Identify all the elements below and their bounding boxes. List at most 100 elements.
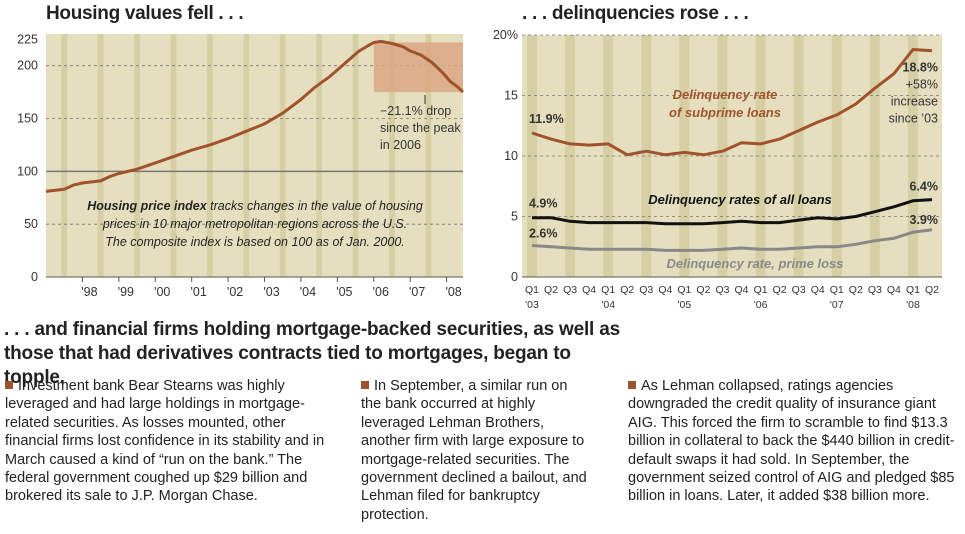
x-tick-label: '02 <box>227 285 243 299</box>
bullet-marker <box>628 381 636 389</box>
year-stripe <box>61 34 68 277</box>
x-tick-label: Q2 <box>925 284 939 296</box>
quarter-stripe <box>641 35 652 277</box>
x-tick-label: Q2 <box>696 284 710 296</box>
annotation-line: since the peak <box>380 121 461 135</box>
column-text: Investment bank Bear Stearns was highly … <box>5 378 325 505</box>
year-tick-label: '05 <box>678 299 692 311</box>
year-stripe <box>206 34 213 277</box>
year-stripe <box>389 34 395 277</box>
all-end-value: 6.4% <box>910 180 939 194</box>
headline: . . . and financial firms holding mortga… <box>4 319 620 388</box>
x-tick-label: Q2 <box>849 284 863 296</box>
y-tick-label: 0 <box>31 270 38 284</box>
x-tick-label: '05 <box>336 285 352 299</box>
prime-line <box>531 228 933 252</box>
x-tick-label: Q1 <box>525 284 539 296</box>
year-stripe <box>243 34 250 277</box>
year-tick-label: '06 <box>754 299 768 311</box>
subprime-label-line2: of subprime loans <box>669 105 781 120</box>
year-stripe <box>425 34 432 277</box>
x-tick-label: Q3 <box>563 284 577 296</box>
housing-chart-title: Housing values fell . . . <box>46 3 244 24</box>
x-tick-label: '06 <box>373 285 389 299</box>
prime-end-value: 3.9% <box>910 213 939 227</box>
peak-drop-annotation: −21.1% drop since the peak in 2006 <box>380 95 461 152</box>
year-stripe <box>316 34 323 277</box>
y-tick-label: 150 <box>17 112 38 126</box>
x-tick-label: Q2 <box>544 284 558 296</box>
column-bear-stearns: Investment bank Bear Stearns was highly … <box>5 377 330 506</box>
column-aig: As Lehman collapsed, ratings agencies do… <box>628 377 963 506</box>
delinquency-chart-title: . . . delinquencies rose . . . <box>522 3 749 24</box>
subprime-start-value: 11.9% <box>529 112 564 126</box>
y-tick-label: 200 <box>17 59 38 73</box>
x-tick-label: Q1 <box>906 284 920 296</box>
quarter-stripe <box>755 35 766 277</box>
x-tick-label: '99 <box>118 285 134 299</box>
x-tick-label: Q4 <box>582 284 596 296</box>
subprime-increase-note: +58% <box>906 78 938 92</box>
x-tick-label: Q1 <box>830 284 844 296</box>
all-loans-label: Delinquency rates of all loans <box>648 192 832 207</box>
year-tick-label: '07 <box>830 299 844 311</box>
column-text: In September, a similar run on the bank … <box>361 378 587 523</box>
year-tick-label: '08 <box>906 299 920 311</box>
prime-label: Delinquency rate, prime loss <box>666 256 843 271</box>
bullet-marker <box>5 381 13 389</box>
index-description-bold: Housing price index <box>87 199 208 213</box>
x-tick-label: Q2 <box>773 284 787 296</box>
x-tick-label: Q1 <box>677 284 691 296</box>
annotation-line: in 2006 <box>380 138 421 152</box>
x-tick-label: '08 <box>445 285 461 299</box>
y-tick-label: 0 <box>511 270 518 284</box>
peak-drop-shade <box>373 42 463 93</box>
x-tick-label: '00 <box>154 285 170 299</box>
annotation-line: −21.1% drop <box>380 104 451 118</box>
x-tick-label: '98 <box>81 285 97 299</box>
y-tick-label: 5 <box>511 210 518 224</box>
y-tick-label: 20% <box>493 28 518 42</box>
index-description: Housing price index tracks changes in th… <box>87 199 423 249</box>
x-tick-label: Q3 <box>639 284 653 296</box>
index-description-text: tracks changes in the value of housing <box>207 199 423 213</box>
all-start-value: 4.9% <box>529 197 558 211</box>
y-tick-label: 15 <box>504 89 518 103</box>
x-tick-label: '04 <box>300 285 316 299</box>
subprime-increase-note: since ’03 <box>889 112 938 126</box>
subprime-line <box>531 48 933 157</box>
index-description-text: The composite index is based on 100 as o… <box>105 235 405 249</box>
year-stripe <box>352 34 359 277</box>
x-tick-label: Q4 <box>887 284 901 296</box>
housing-index-line <box>45 39 465 193</box>
subprime-label-line1: Delinquency rate <box>673 87 778 102</box>
subprime-end-value: 18.8% <box>903 61 938 75</box>
year-tick-label: '03 <box>525 299 539 311</box>
x-tick-label: Q4 <box>735 284 749 296</box>
x-tick-label: Q2 <box>620 284 634 296</box>
y-tick-label: 10 <box>504 149 518 163</box>
housing-price-chart: 225 200 150 100 50 0 '98 '99 '00 '01 '02 '03 '04 '05 '… <box>17 32 465 299</box>
index-description-text: prices in 10 major metropolitan regions … <box>102 217 407 231</box>
quarter-stripe <box>527 35 537 277</box>
year-tick-label: '04 <box>601 299 615 311</box>
subprime-increase-note: increase <box>891 95 938 109</box>
x-tick-label: '03 <box>263 285 279 299</box>
x-tick-label: '07 <box>409 285 425 299</box>
year-stripe <box>279 34 286 277</box>
all-loans-line <box>532 198 933 226</box>
y-tick-label: 50 <box>24 217 38 231</box>
delinquency-chart: 20% 15 10 5 0 Q1 Q2 Q3 Q4 Q1 Q2 Q3 Q4 Q1 Q2 Q3 Q4 Q1 Q2 Q3 Q… <box>493 28 942 311</box>
x-tick-label: '01 <box>191 285 207 299</box>
column-text: As Lehman collapsed, ratings agencies do… <box>628 378 955 505</box>
bullet-marker <box>361 381 369 389</box>
x-tick-label: Q3 <box>868 284 882 296</box>
prime-start-value: 2.6% <box>529 227 558 241</box>
x-tick-label: Q1 <box>754 284 768 296</box>
x-tick-label: Q1 <box>601 284 615 296</box>
x-tick-label: Q4 <box>811 284 825 296</box>
quarter-stripe <box>869 35 880 277</box>
x-tick-label: Q4 <box>658 284 672 296</box>
x-tick-label: Q3 <box>715 284 729 296</box>
y-tick-label: 225 <box>17 32 38 46</box>
